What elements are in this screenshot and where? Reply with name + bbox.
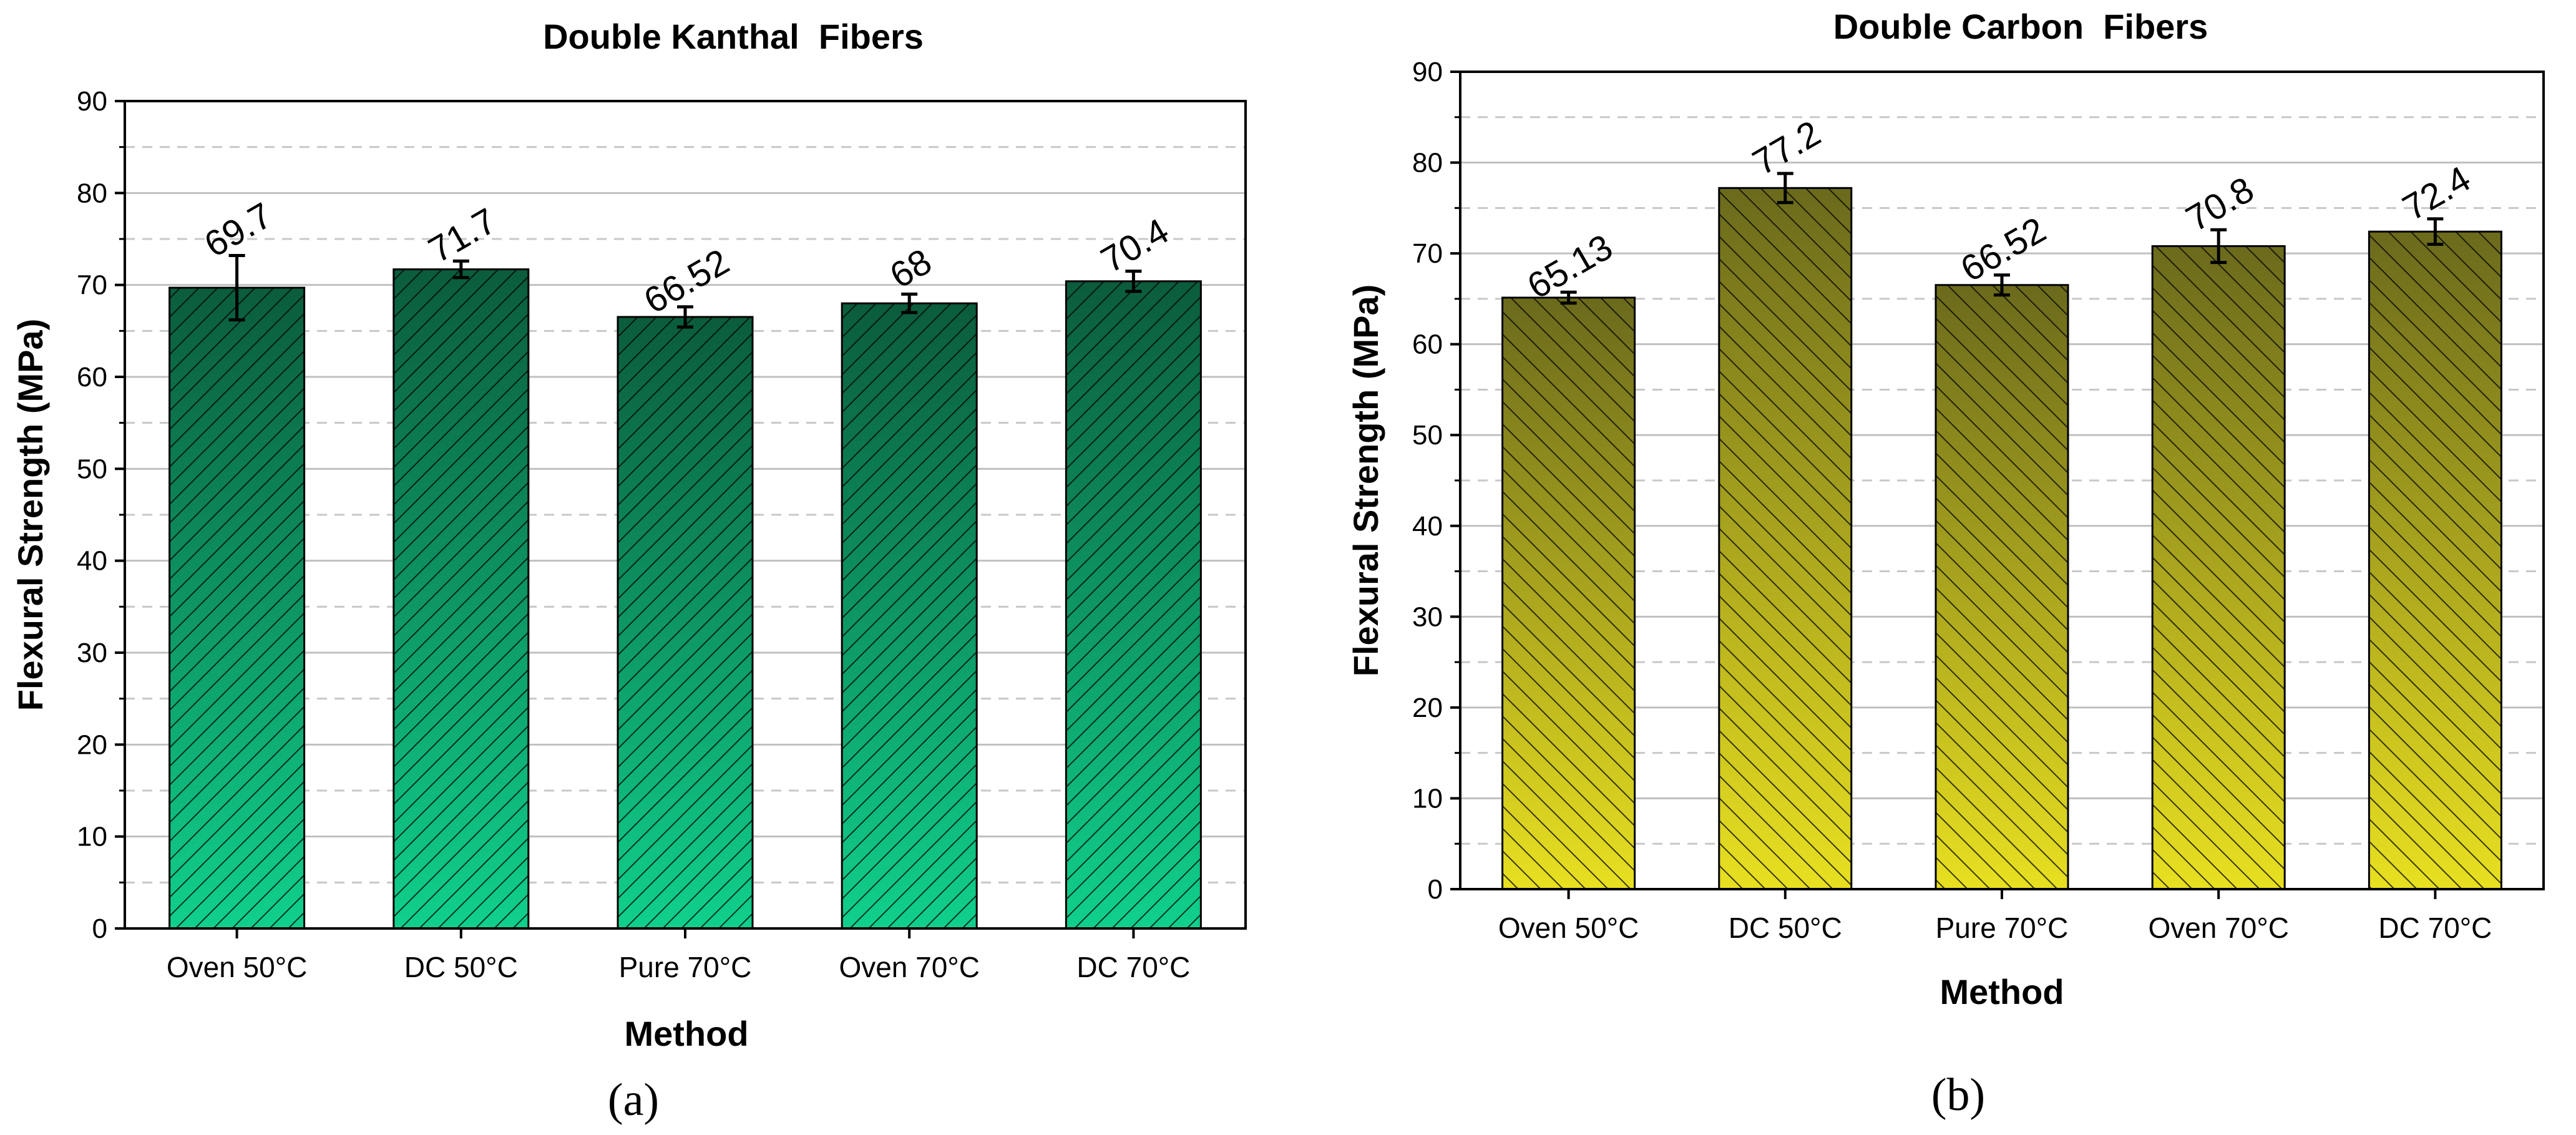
y-tick-label: 90: [1412, 57, 1443, 87]
error-bar: [901, 292, 918, 314]
chart-b-y-axis-label: Flexural Strength (MPa): [1346, 285, 1385, 677]
x-tick-label: Oven 70°C: [2148, 912, 2289, 944]
chart-a-bars: [168, 268, 1202, 930]
y-tick-label: 20: [1412, 693, 1443, 723]
y-tick-label: 80: [1412, 148, 1443, 178]
y-tick-label: 90: [77, 86, 107, 117]
chart-a-error-bars: [228, 254, 1142, 329]
bar-hatch: [1718, 187, 1853, 890]
x-tick-label: Pure 70°C: [1936, 912, 2069, 944]
bar-hatch: [168, 286, 306, 930]
x-tick-label: DC 50°C: [1729, 912, 1842, 944]
y-tick-label: 50: [77, 454, 107, 484]
y-tick-label: 0: [1428, 874, 1443, 905]
bar-hatch: [2151, 245, 2286, 890]
chart-a-x-ticks: Oven 50°C DC 50°C Pure 70°C Oven 70°C DC 70°…: [167, 928, 1190, 983]
bar-hatch: [1934, 284, 2069, 890]
y-tick-label: 40: [1412, 511, 1443, 542]
data-label: 68: [883, 241, 938, 296]
y-tick-label: 40: [77, 546, 107, 577]
y-tick-label: 20: [77, 729, 107, 760]
error-bar: [677, 305, 693, 329]
bar-hatch: [2368, 230, 2502, 890]
chart-b-x-ticks: Oven 50°C DC 50°C Pure 70°C Oven 70°C DC 70°…: [1498, 889, 2492, 944]
y-tick-label: 30: [1412, 602, 1443, 632]
bar-hatch: [1501, 296, 1636, 890]
x-tick-label: DC 70°C: [2378, 912, 2492, 944]
y-tick-label: 10: [77, 822, 107, 852]
error-bar: [452, 259, 469, 280]
y-tick-label: 70: [77, 270, 107, 301]
y-tick-label: 80: [77, 178, 107, 208]
chart-a-x-axis-label: Method: [624, 1014, 748, 1053]
error-bar: [1777, 172, 1793, 205]
error-bar: [1560, 290, 1577, 305]
error-bar: [1125, 270, 1142, 293]
x-tick-label: DC 50°C: [404, 951, 518, 983]
bar-hatch: [617, 316, 754, 930]
y-tick-label: 70: [1412, 238, 1443, 269]
chart-b-bars: [1501, 187, 2502, 890]
x-tick-label: Oven 70°C: [839, 951, 980, 983]
chart-a-double-kanthal: Double Kanthal Fibers 69.7 71.766.52 68 70.…: [11, 17, 1247, 1126]
chart-b-y-ticks: 0 10 20 30 40 50 60 70 80 90: [1412, 57, 1460, 905]
chart-a-title: Double Kanthal Fibers: [543, 17, 924, 56]
y-tick-label: 30: [77, 638, 107, 668]
y-tick-label: 60: [77, 362, 107, 392]
error-bar: [228, 254, 245, 322]
x-tick-label: Oven 50°C: [167, 951, 308, 983]
y-tick-label: 0: [92, 913, 107, 944]
chart-b-title: Double Carbon Fibers: [1833, 7, 2208, 46]
chart-b-x-axis-label: Method: [1939, 972, 2064, 1011]
error-bar: [1994, 273, 2010, 297]
chart-a-data-labels: 69.7 71.766.52 68 70.4: [198, 195, 1176, 321]
x-tick-label: Pure 70°C: [619, 951, 752, 983]
y-tick-label: 50: [1412, 420, 1443, 451]
chart-a-y-ticks: 0 10 20 30 40 50 60 70 80 90: [77, 86, 125, 944]
chart-b-error-bars: [1560, 172, 2444, 305]
x-tick-label: DC 70°C: [1076, 951, 1190, 983]
chart-a-panel-label: (a): [608, 1074, 659, 1126]
x-tick-label: Oven 50°C: [1498, 912, 1639, 944]
bar-hatch: [1065, 280, 1202, 930]
chart-b-panel-label: (b): [1931, 1069, 1985, 1121]
error-bar: [2427, 217, 2444, 246]
y-tick-label: 60: [1412, 329, 1443, 360]
y-tick-label: 10: [1412, 783, 1443, 814]
error-bar: [2210, 228, 2227, 265]
bar-hatch: [393, 268, 530, 930]
chart-a-y-axis-label: Flexural Strength (MPa): [11, 319, 50, 711]
bar-hatch: [841, 302, 978, 930]
